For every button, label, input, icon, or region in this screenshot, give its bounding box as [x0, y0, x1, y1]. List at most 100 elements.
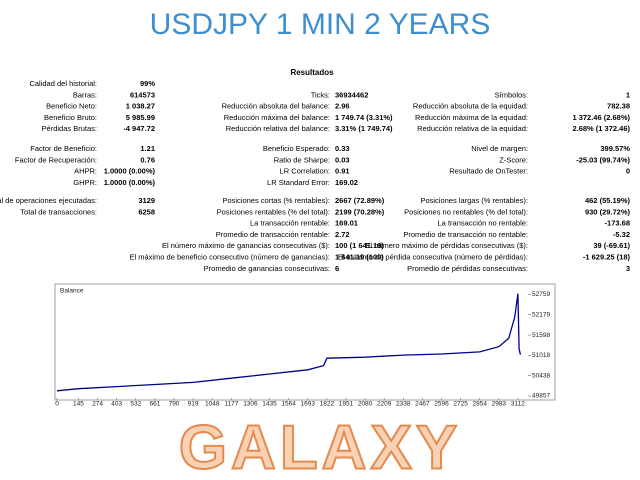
x-tick-label: 2983	[492, 401, 507, 408]
x-tick-label: 1564	[281, 401, 296, 408]
stat-value: -1 629.25 (18)	[583, 252, 631, 261]
stat-label: Nivel de margen:	[471, 144, 528, 153]
stat-value: 2.68% (1 372.46)	[572, 124, 630, 133]
stat-value: -5.32	[613, 230, 630, 239]
stat-value: 0.33	[335, 144, 350, 153]
stat-label: La transacción no rentable:	[438, 219, 528, 228]
report-title: Resultados	[290, 68, 334, 77]
stat-value: 39 (-69.61)	[593, 241, 630, 250]
x-tick-label: 1693	[301, 401, 316, 408]
stat-label: Posiciones rentables (% del total):	[217, 207, 330, 216]
stat-value: 1.0000 (0.00%)	[104, 178, 156, 187]
stat-value: 1 749.74 (3.31%)	[335, 113, 393, 122]
y-tick-label: 49857	[532, 393, 550, 400]
x-tick-label: 661	[149, 401, 160, 408]
stat-label: Promedio de transacción no rentable:	[403, 230, 528, 239]
stat-value: 1	[626, 90, 630, 99]
stat-label: Total de transacciones:	[20, 207, 97, 216]
stat-value: 930 (29.72%)	[585, 207, 631, 216]
balance-line	[56, 293, 522, 392]
stat-value: -25.03 (99.74%)	[576, 155, 630, 164]
stat-label: Barras:	[73, 90, 97, 99]
x-tick-label: 2725	[453, 401, 468, 408]
x-tick-label: 919	[188, 401, 199, 408]
x-tick-label: 0	[55, 401, 59, 408]
stat-value: 2.72	[335, 230, 350, 239]
stat-label: El máximo de pérdida consecutiva (número…	[338, 252, 528, 261]
stat-label: Beneficio Bruto:	[44, 113, 97, 122]
stat-value: 6	[335, 264, 339, 273]
x-tick-label: 1177	[224, 401, 238, 408]
stat-label: El máximo de beneficio consecutivo (núme…	[129, 252, 330, 261]
stat-value: 169.01	[335, 219, 358, 228]
stat-value: -173.68	[605, 219, 630, 228]
stat-label: El número máximo de ganancias consecutiv…	[162, 241, 330, 250]
x-tick-label: 1306	[243, 401, 258, 408]
stat-label: Reducción absoluta de la equidad:	[413, 102, 528, 111]
y-tick-label: 52179	[532, 311, 550, 318]
chart-frame	[54, 283, 556, 401]
stat-label: GHPR:	[73, 178, 97, 187]
stat-value: 3.31% (1 749.74)	[335, 124, 393, 133]
stat-value: 1.0000 (0.00%)	[104, 167, 156, 176]
stat-label: Símbolos:	[495, 90, 528, 99]
x-tick-label: 2467	[415, 401, 430, 408]
x-tick-label: 1435	[262, 401, 277, 408]
stat-value: 782.38	[607, 102, 630, 111]
stat-label: LR Correlation:	[280, 167, 330, 176]
stat-value: 399.57%	[600, 144, 630, 153]
stat-label: LR Standard Error:	[267, 178, 330, 187]
stat-label: Ratio de Sharpe:	[274, 155, 330, 164]
stat-value: 2.96	[335, 102, 350, 111]
y-tick-label: 51598	[532, 332, 550, 339]
stat-label: Ticks:	[311, 90, 330, 99]
x-tick-label: 2596	[434, 401, 449, 408]
stat-value: 1.21	[140, 144, 155, 153]
page-title: USDJPY 1 MIN 2 YEARS	[150, 8, 491, 41]
chart-title: Balance	[60, 288, 84, 295]
stat-label: Reducción máxima de la equidad:	[415, 113, 528, 122]
stat-value: 0.91	[335, 167, 350, 176]
stat-label: Promedio de pérdidas consecutivas:	[407, 264, 528, 273]
stat-value: 462 (55.19%)	[585, 196, 631, 205]
stat-label: Beneficio Esperado:	[263, 144, 330, 153]
stat-value: 99%	[140, 79, 155, 88]
x-tick-label: 403	[111, 401, 122, 408]
y-tick-label: 50438	[532, 372, 550, 379]
stat-value: 36934462	[335, 90, 368, 99]
stat-value: 5 985.99	[126, 113, 155, 122]
stat-value: 1 372.46 (2.68%)	[572, 113, 630, 122]
x-tick-label: 1951	[339, 401, 354, 408]
y-tick-label: 52759	[532, 291, 550, 298]
stat-label: Calidad del historial:	[29, 79, 97, 88]
x-tick-label: 145	[73, 401, 84, 408]
stat-label: Posiciones cortas (% rentables):	[222, 196, 330, 205]
stat-label: Factor de Recuperación:	[15, 155, 97, 164]
stat-label: Posiciones no rentables (% del total):	[404, 207, 528, 216]
stat-value: 2667 (72.89%)	[335, 196, 385, 205]
stat-value: 1 641.19 (100)	[335, 252, 384, 261]
stat-value: 100 (1 641.19)	[335, 241, 384, 250]
x-tick-label: 2209	[377, 401, 392, 408]
stat-value: 2199 (70.28%)	[335, 207, 385, 216]
x-tick-label: 274	[92, 401, 103, 408]
stat-value: 1 038.27	[126, 102, 155, 111]
x-tick-label: 2080	[358, 401, 373, 408]
x-tick-label: 2854	[472, 401, 487, 408]
stat-value: 3	[626, 264, 630, 273]
x-tick-label: 2338	[396, 401, 411, 408]
stat-label: Pérdidas Brutas:	[42, 124, 97, 133]
stat-value: 169.02	[335, 178, 358, 187]
x-tick-label: 3112	[511, 401, 525, 408]
stat-value: 0	[626, 167, 630, 176]
stat-label: Z-Score:	[499, 155, 528, 164]
stat-label: Reducción absoluta del balance:	[222, 102, 330, 111]
stat-label: AHPR:	[74, 167, 97, 176]
stat-value: 0.03	[335, 155, 350, 164]
stat-label: Beneficio Neto:	[46, 102, 97, 111]
x-tick-label: 1822	[320, 401, 335, 408]
stat-label: La transacción rentable:	[250, 219, 330, 228]
stat-label: Resultado de OnTester:	[449, 167, 528, 176]
y-tick-label: 51018	[532, 352, 550, 359]
